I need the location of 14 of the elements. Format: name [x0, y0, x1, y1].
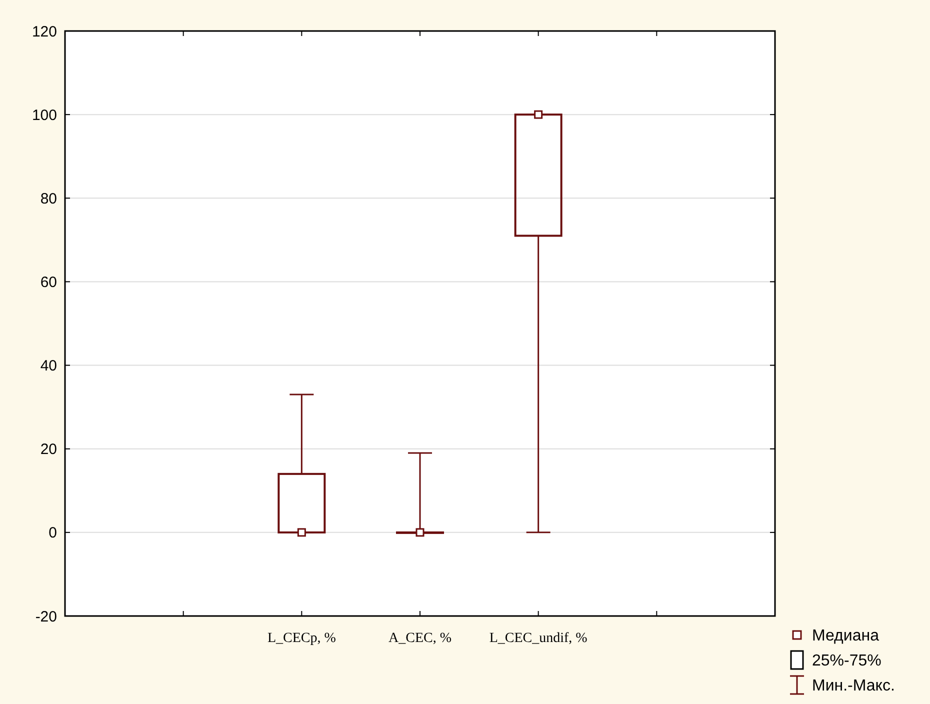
x-tick-label: A_CEC, %: [388, 631, 452, 646]
y-tick-label: -20: [35, 608, 57, 626]
y-tick-label: 100: [32, 106, 57, 124]
text: Мин.-Макс.: [812, 678, 895, 695]
y-tick-label: 80: [40, 190, 57, 208]
y-tick-label: 40: [40, 358, 57, 375]
x-tick-label: L_CECp, %: [267, 631, 336, 646]
text: Медиана: [812, 628, 880, 645]
x-tick-label: L_CEC_undif, %: [489, 631, 588, 646]
y-tick-label: 0: [48, 524, 57, 542]
y-tick-label: 120: [32, 23, 57, 40]
text: 25%-75%: [812, 652, 882, 670]
y-tick-label: 20: [40, 441, 57, 458]
y-tick-label: 60: [40, 274, 57, 291]
